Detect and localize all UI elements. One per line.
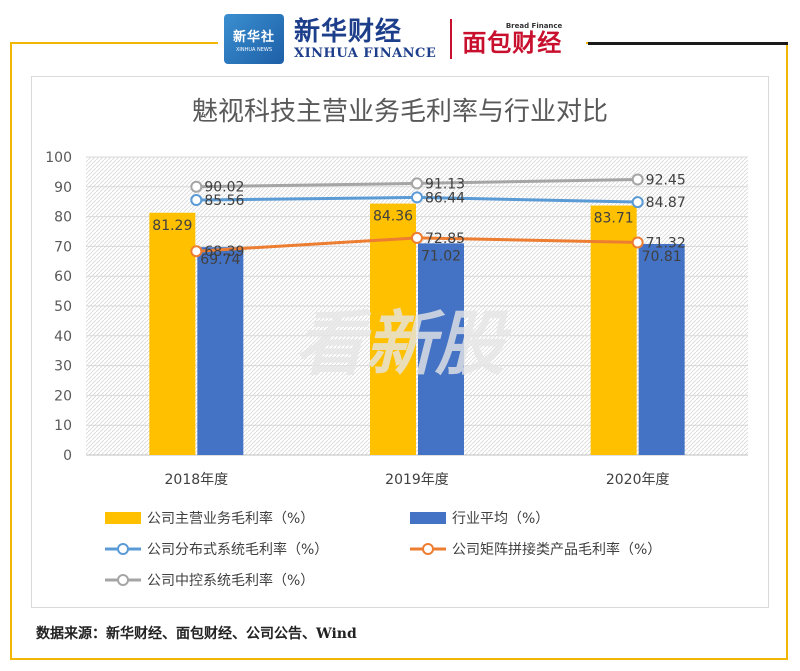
- line-data-label: 84.87: [646, 195, 686, 211]
- brand-en: XINHUA FINANCE: [294, 45, 437, 61]
- series-point: [411, 191, 423, 204]
- y-tick-label: 100: [45, 150, 72, 166]
- y-tick-label: 70: [54, 239, 72, 255]
- bar-data-label: 81.29: [152, 218, 192, 234]
- bread-en: Bread Finance: [505, 22, 563, 30]
- bar-data-label: 71.02: [421, 248, 461, 264]
- y-tick-label: 30: [54, 359, 72, 375]
- xinhua-logo-text: 新华社: [232, 29, 275, 45]
- brand-divider: [450, 19, 453, 59]
- bar-industry: [418, 243, 464, 455]
- chart-title: 魅视科技主营业务毛利率与行业对比: [192, 97, 608, 127]
- line-data-label: 68.39: [204, 244, 244, 260]
- legend-label: 公司矩阵拼接类产品毛利率（%）: [452, 541, 661, 558]
- line-data-label: 71.32: [646, 235, 686, 251]
- series-point: [411, 231, 423, 244]
- xinhua-logo: 新华社 XINHUA NEWS: [224, 14, 284, 64]
- legend: 公司主营业务毛利率（%） 行业平均（%） 公司分布式系统毛利率（%） 公司矩阵拼接类产…: [105, 510, 661, 589]
- series-point: [631, 173, 644, 186]
- series-point: [190, 180, 203, 193]
- line-data-label: 92.45: [646, 172, 686, 188]
- brand-cn: 新华财经: [294, 16, 403, 47]
- y-tick-label: 50: [54, 299, 72, 315]
- x-tick-label: 2019年度: [385, 472, 449, 488]
- source-note: 数据来源：新华财经、面包财经、公司公告、Wind: [36, 626, 357, 642]
- bar-data-label: 69.74: [200, 252, 240, 268]
- y-tick-label: 80: [54, 210, 72, 226]
- header: 新华社 XINHUA NEWS 新华财经 XINHUA FINANCE Brea…: [218, 8, 586, 70]
- y-tick-label: 20: [54, 388, 72, 404]
- bar-main: [590, 205, 637, 455]
- xinhua-finance-brand: 新华财经 XINHUA FINANCE: [294, 18, 436, 61]
- bread-cn: 面包财经: [462, 29, 563, 57]
- plot-area: 0 10 20 30 40 50 60 70 80 90 100 2018年度 2019年度 2020年度…: [45, 150, 748, 488]
- x-tick-label: 2020年度: [606, 472, 670, 488]
- bar-data-label: 70.81: [642, 249, 682, 265]
- y-tick-label: 90: [54, 180, 72, 196]
- series-point: [411, 177, 423, 190]
- bar-main: [370, 203, 416, 455]
- series-point: [631, 196, 644, 209]
- series-point: [631, 236, 644, 249]
- legend-swatch: [105, 512, 141, 524]
- bread-finance-brand: Bread Finance 面包财经: [462, 22, 562, 56]
- legend-swatch: [410, 512, 446, 524]
- series-point: [190, 245, 203, 258]
- y-tick-label: 10: [54, 418, 72, 434]
- line-data-label: 86.44: [425, 190, 465, 206]
- y-tick-label: 40: [54, 329, 72, 345]
- header-rule: [588, 42, 788, 45]
- bar-data-label: 84.36: [373, 209, 413, 225]
- watermark: 看新股: [295, 303, 512, 385]
- x-tick-label: 2018年度: [165, 472, 229, 488]
- bar-industry: [638, 243, 685, 455]
- legend-label: 行业平均（%）: [452, 511, 549, 527]
- line-data-label: 85.56: [204, 193, 244, 209]
- y-tick-label: 0: [63, 448, 72, 464]
- series-point: [190, 194, 203, 207]
- bar-main: [149, 212, 196, 455]
- legend-label: 公司中控系统毛利率（%）: [147, 572, 314, 589]
- bar-industry: [197, 247, 244, 455]
- legend-marker: [117, 543, 129, 555]
- line-data-label: 90.02: [204, 180, 244, 196]
- bar-data-label: 83.71: [594, 211, 634, 227]
- line-data-label: 91.13: [425, 176, 465, 192]
- legend-marker: [422, 543, 434, 555]
- xinhua-logo-sub: XINHUA NEWS: [235, 46, 273, 53]
- legend-marker: [117, 574, 129, 586]
- legend-label: 公司分布式系统毛利率（%）: [147, 541, 328, 558]
- y-tick-label: 60: [54, 269, 72, 285]
- line-data-label: 72.85: [425, 231, 465, 247]
- legend-label: 公司主营业务毛利率（%）: [147, 510, 314, 527]
